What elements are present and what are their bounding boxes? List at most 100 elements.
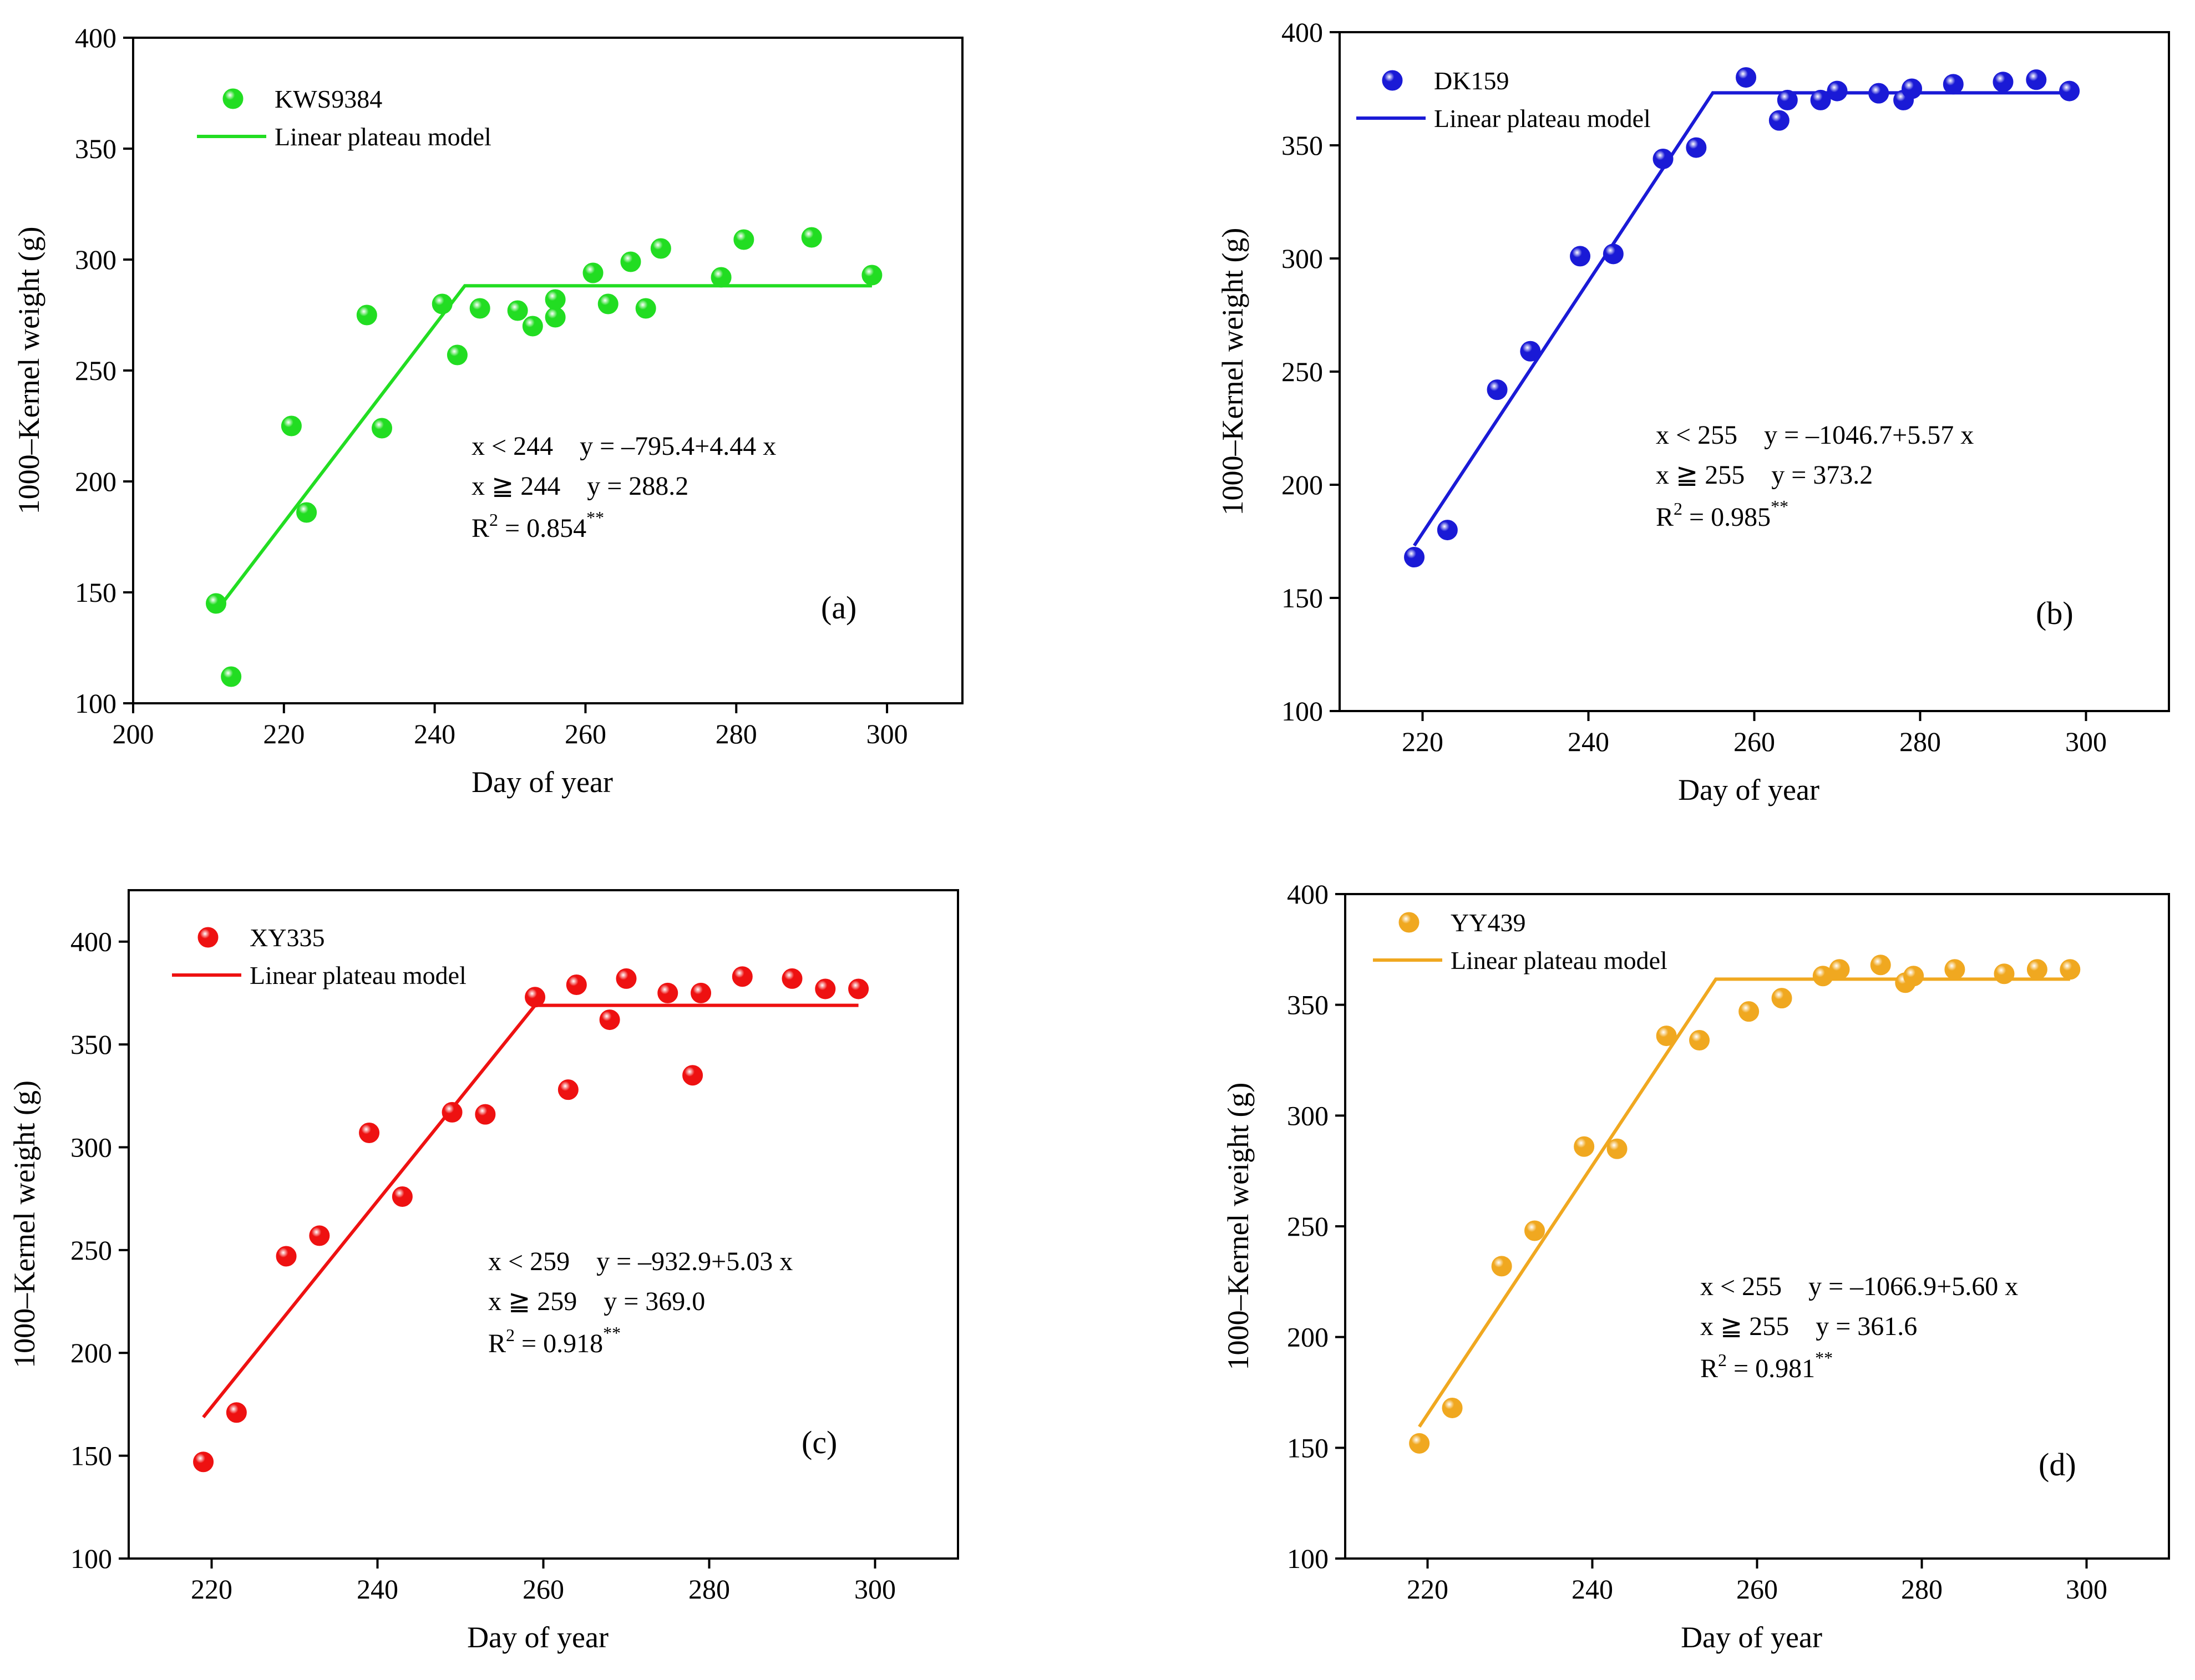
r-squared-text: R2 = 0.854** bbox=[472, 507, 604, 543]
data-point bbox=[616, 968, 637, 989]
data-point bbox=[1827, 80, 1848, 101]
data-point bbox=[650, 238, 671, 259]
data-point bbox=[1738, 1001, 1760, 1022]
x-tick-label: 260 bbox=[1733, 726, 1775, 757]
r-squared-exponent: 2 bbox=[1674, 499, 1682, 519]
y-tick-label: 100 bbox=[70, 1543, 112, 1574]
x-tick-label: 260 bbox=[1736, 1574, 1778, 1605]
r-squared-symbol: R bbox=[1700, 1354, 1718, 1383]
data-point bbox=[1570, 246, 1591, 267]
data-point bbox=[1574, 1136, 1595, 1157]
legend-fit-label: Linear plateau model bbox=[1451, 946, 1667, 974]
data-point bbox=[1771, 988, 1792, 1009]
data-point bbox=[1943, 74, 1964, 95]
data-point bbox=[1870, 955, 1891, 976]
significance-stars: ** bbox=[603, 1323, 621, 1343]
legend-series-label: KWS9384 bbox=[275, 85, 382, 113]
legend-series-label: DK159 bbox=[1434, 67, 1509, 95]
r-squared-symbol: R bbox=[1656, 503, 1674, 532]
data-point bbox=[1903, 966, 1924, 987]
y-tick-label: 150 bbox=[1281, 582, 1323, 613]
x-tick-label: 240 bbox=[414, 718, 455, 749]
y-tick-label: 400 bbox=[1281, 17, 1323, 48]
data-point bbox=[475, 1104, 496, 1125]
chart-panel-c: 220 240 260 280 300 100 150 200 250 300 350 400 Day … bbox=[8, 889, 959, 1654]
data-point bbox=[635, 298, 656, 319]
legend-marker bbox=[1398, 912, 1420, 933]
equation-line-1: x < 255 y = –1066.9+5.60 x bbox=[1700, 1272, 2018, 1301]
panel-label: (d) bbox=[2039, 1446, 2076, 1483]
legend-marker bbox=[222, 88, 244, 109]
data-point bbox=[1868, 83, 1889, 104]
x-tick-label: 260 bbox=[565, 718, 606, 749]
data-point bbox=[221, 666, 242, 687]
data-point bbox=[545, 307, 566, 328]
y-tick-label: 200 bbox=[75, 466, 116, 497]
data-point bbox=[2026, 959, 2047, 980]
r-squared-exponent: 2 bbox=[1718, 1350, 1727, 1370]
data-point bbox=[432, 293, 453, 314]
significance-stars: ** bbox=[586, 507, 604, 527]
r-squared-value: = 0.985 bbox=[1682, 503, 1771, 532]
x-tick-label: 280 bbox=[1901, 1574, 1943, 1605]
data-point bbox=[469, 298, 490, 319]
x-tick-label: 240 bbox=[1568, 726, 1609, 757]
y-tick-label: 300 bbox=[1287, 1100, 1329, 1131]
x-axis-title: Day of year bbox=[1681, 1621, 1822, 1654]
y-tick-label: 250 bbox=[70, 1235, 112, 1266]
data-point bbox=[1994, 963, 2015, 984]
data-point bbox=[599, 1009, 620, 1031]
data-point bbox=[1777, 89, 1798, 110]
panel-label: (a) bbox=[821, 590, 856, 626]
data-point bbox=[848, 978, 869, 999]
data-point bbox=[597, 293, 619, 314]
y-tick-label: 100 bbox=[1281, 696, 1323, 727]
equation-line-2: x ≧ 259 y = 369.0 bbox=[488, 1287, 705, 1316]
y-tick-label: 150 bbox=[1287, 1432, 1329, 1463]
data-point bbox=[2059, 80, 2080, 101]
data-point bbox=[1656, 1026, 1677, 1047]
data-point bbox=[2060, 959, 2081, 980]
x-tick-label: 220 bbox=[191, 1574, 232, 1605]
data-point bbox=[733, 229, 754, 250]
data-point bbox=[782, 968, 803, 989]
equation-line-1: x < 259 y = –932.9+5.03 x bbox=[488, 1247, 793, 1276]
data-point bbox=[447, 344, 468, 366]
data-point bbox=[193, 1451, 214, 1473]
data-point bbox=[226, 1402, 247, 1423]
data-point bbox=[1487, 379, 1508, 400]
data-point bbox=[507, 300, 528, 321]
y-axis-title: 1000–Kernel weight (g) bbox=[1216, 228, 1249, 516]
data-point bbox=[1404, 547, 1425, 568]
x-tick-label: 200 bbox=[113, 718, 154, 749]
data-point bbox=[545, 289, 566, 310]
data-point bbox=[1652, 148, 1674, 169]
data-point bbox=[711, 267, 732, 288]
chart-panel-a: 200 220 240 260 280 300 100 150 200 250 300 350 400 D… bbox=[12, 22, 964, 799]
r-squared-text: R2 = 0.981** bbox=[1700, 1348, 1833, 1383]
y-axis-title: 1000–Kernel weight (g) bbox=[12, 227, 45, 515]
legend-series-label: YY439 bbox=[1451, 908, 1525, 937]
data-point bbox=[582, 262, 604, 283]
data-point bbox=[281, 415, 302, 437]
y-tick-label: 200 bbox=[1281, 469, 1323, 500]
data-point bbox=[1944, 959, 1965, 980]
data-point bbox=[356, 304, 377, 326]
data-point bbox=[682, 1065, 703, 1086]
data-point bbox=[1768, 110, 1790, 131]
fit-line bbox=[215, 284, 872, 613]
data-point bbox=[1606, 1138, 1628, 1159]
x-tick-label: 240 bbox=[1572, 1574, 1613, 1605]
x-tick-label: 300 bbox=[2066, 1574, 2107, 1605]
data-point bbox=[1686, 137, 1707, 158]
data-point bbox=[442, 1102, 463, 1123]
data-point bbox=[392, 1186, 413, 1207]
significance-stars: ** bbox=[1815, 1348, 1833, 1368]
data-point bbox=[525, 987, 546, 1008]
y-tick-label: 350 bbox=[1287, 989, 1329, 1021]
data-point bbox=[1689, 1030, 1710, 1051]
y-tick-label: 350 bbox=[1281, 130, 1323, 161]
legend-fit-label: Linear plateau model bbox=[275, 123, 491, 151]
y-axis-title: 1000–Kernel weight (g) bbox=[8, 1080, 41, 1368]
